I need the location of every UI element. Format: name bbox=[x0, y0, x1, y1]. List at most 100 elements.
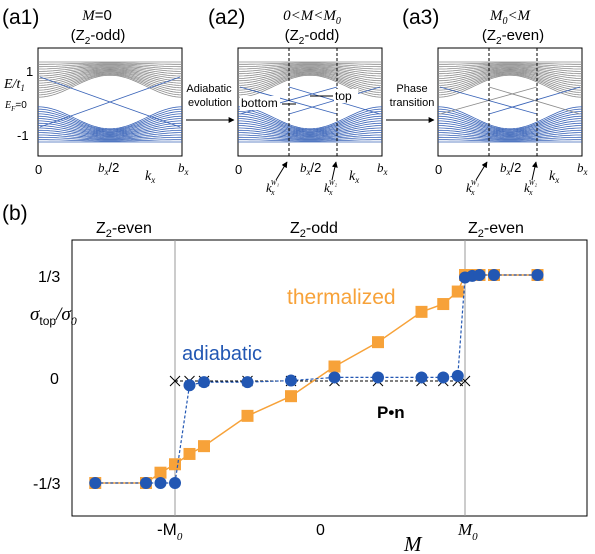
valence-band bbox=[238, 125, 382, 137]
thermalized-point bbox=[154, 466, 167, 479]
conduction-band bbox=[437, 74, 583, 98]
valence-band bbox=[438, 134, 582, 140]
panel-a3-w2-arrow bbox=[531, 161, 538, 181]
xtick-right: M0 bbox=[457, 520, 478, 543]
adiabatic-point bbox=[285, 374, 297, 387]
panel-a1-ytick-m1: -1 bbox=[17, 128, 29, 143]
conduction-band bbox=[237, 72, 383, 93]
region-mid-label: Z2-odd bbox=[290, 220, 338, 240]
valence-band bbox=[437, 108, 583, 131]
valence-band bbox=[438, 120, 582, 135]
valence-band bbox=[37, 111, 183, 132]
conduction-band bbox=[38, 67, 182, 79]
panel-a1-bands bbox=[37, 61, 183, 143]
panel-a2-z2: (Z2-odd) bbox=[285, 27, 340, 47]
valence-band bbox=[38, 125, 182, 137]
valence-band bbox=[37, 108, 183, 131]
thermalized-point bbox=[415, 305, 428, 318]
conduction-band bbox=[38, 64, 182, 70]
thermalized-point bbox=[437, 298, 450, 311]
conduction-band bbox=[437, 72, 583, 93]
panel-b-tag: (b) bbox=[2, 202, 28, 225]
top-label: top bbox=[335, 89, 352, 103]
panel-a1-tag: (a1) bbox=[2, 6, 39, 29]
surface-state bbox=[488, 86, 581, 115]
valence-band bbox=[237, 127, 383, 138]
panel-a2-tag: (a2) bbox=[208, 6, 245, 29]
conduction-band bbox=[37, 73, 183, 96]
panel-a3-bands bbox=[437, 61, 583, 143]
panel-a3-xtick-0: 0 bbox=[435, 162, 442, 177]
conduction-band bbox=[238, 62, 382, 65]
conduction-band bbox=[238, 64, 382, 70]
conduction-band bbox=[437, 71, 583, 89]
valence-band bbox=[38, 132, 182, 139]
valence-band bbox=[237, 113, 383, 132]
panel-b: (b) Z2-even Z2-odd Z2-even σtop/σ0 1/3 0… bbox=[2, 202, 588, 554]
panel-a3-z2: (Z2-even) bbox=[482, 27, 544, 47]
panel-a2: (a2) 0<M<M0 (Z2-odd) bottom top 0 bx/2 k… bbox=[208, 6, 388, 197]
panel-a3-xlabel: kx bbox=[549, 169, 559, 185]
panel-a3-xtick-end: bx bbox=[577, 160, 588, 177]
panel-a1-xtick-end: bx bbox=[178, 160, 189, 177]
valence-band bbox=[238, 120, 382, 135]
valence-band bbox=[37, 115, 183, 133]
conduction-band bbox=[238, 67, 382, 79]
conduction-band bbox=[437, 72, 583, 91]
thermalized-point bbox=[169, 458, 181, 471]
thermalized-label: thermalized bbox=[287, 286, 396, 309]
conduction-band bbox=[237, 66, 383, 77]
arrow2-line2: transition bbox=[390, 97, 435, 109]
adiabatic-point bbox=[169, 477, 181, 489]
valence-band bbox=[237, 108, 383, 131]
conduction-band bbox=[237, 72, 383, 91]
valence-band bbox=[38, 134, 182, 140]
conduction-band bbox=[437, 68, 583, 82]
valence-band bbox=[437, 111, 583, 132]
thermalized-point bbox=[241, 409, 254, 422]
panel-a3-w1: kW₁ x bbox=[466, 179, 479, 197]
phase-transition-arrow: Phase transition bbox=[386, 83, 435, 123]
thermalized-point bbox=[285, 390, 297, 403]
arrow1-line2: evolution bbox=[188, 97, 232, 109]
adiabatic-point bbox=[140, 477, 152, 489]
valence-band bbox=[37, 122, 183, 136]
conduction-band bbox=[238, 63, 382, 68]
thermalized-point bbox=[372, 336, 384, 349]
valence-band bbox=[437, 113, 583, 132]
panel-a3: (a3) M0<M (Z2-even) 0 bx/2 kx bx kW₁ x kW… bbox=[402, 6, 588, 197]
ytick-bot: -1/3 bbox=[33, 476, 61, 493]
panel-a2-title: 0<M<M0 bbox=[283, 8, 341, 27]
valence-band bbox=[38, 129, 182, 138]
conduction-band bbox=[38, 66, 182, 75]
valence-band bbox=[238, 139, 382, 142]
valence-band bbox=[238, 136, 382, 141]
valence-band bbox=[438, 136, 582, 141]
adiabatic-point bbox=[372, 371, 384, 384]
panel-a1-title: M=0 bbox=[81, 7, 112, 24]
adiabatic-point bbox=[328, 371, 341, 384]
panel-a1-ytick-1: 1 bbox=[26, 64, 33, 79]
ytick-mid: 0 bbox=[50, 371, 59, 388]
valence-band bbox=[237, 106, 383, 130]
valence-band bbox=[37, 127, 183, 138]
conduction-band bbox=[438, 63, 582, 68]
conduction-band bbox=[438, 65, 582, 72]
valence-band bbox=[38, 136, 182, 141]
panel-a1-z2: (Z2-odd) bbox=[71, 27, 126, 47]
panel-a1: (a1) M=0 (Z2-odd) E/t1 EF=0 1 -1 0 bx/2 … bbox=[2, 6, 189, 185]
conduction-band bbox=[37, 68, 183, 82]
panel-a2-xtick-end: bx bbox=[377, 160, 388, 177]
conduction-band bbox=[37, 71, 183, 89]
conduction-band bbox=[38, 65, 182, 72]
valence-band bbox=[437, 127, 583, 138]
thermalized-point bbox=[328, 360, 341, 373]
panel-b-xlabel: M bbox=[403, 532, 423, 554]
conduction-band bbox=[37, 72, 183, 91]
conduction-band bbox=[438, 64, 582, 70]
panel-a3-xtick-half: bx/2 bbox=[500, 160, 521, 177]
region-right-label: Z2-even bbox=[468, 220, 524, 240]
panel-a2-bands bbox=[237, 61, 383, 143]
valence-band bbox=[37, 118, 183, 134]
conduction-band bbox=[437, 73, 583, 96]
